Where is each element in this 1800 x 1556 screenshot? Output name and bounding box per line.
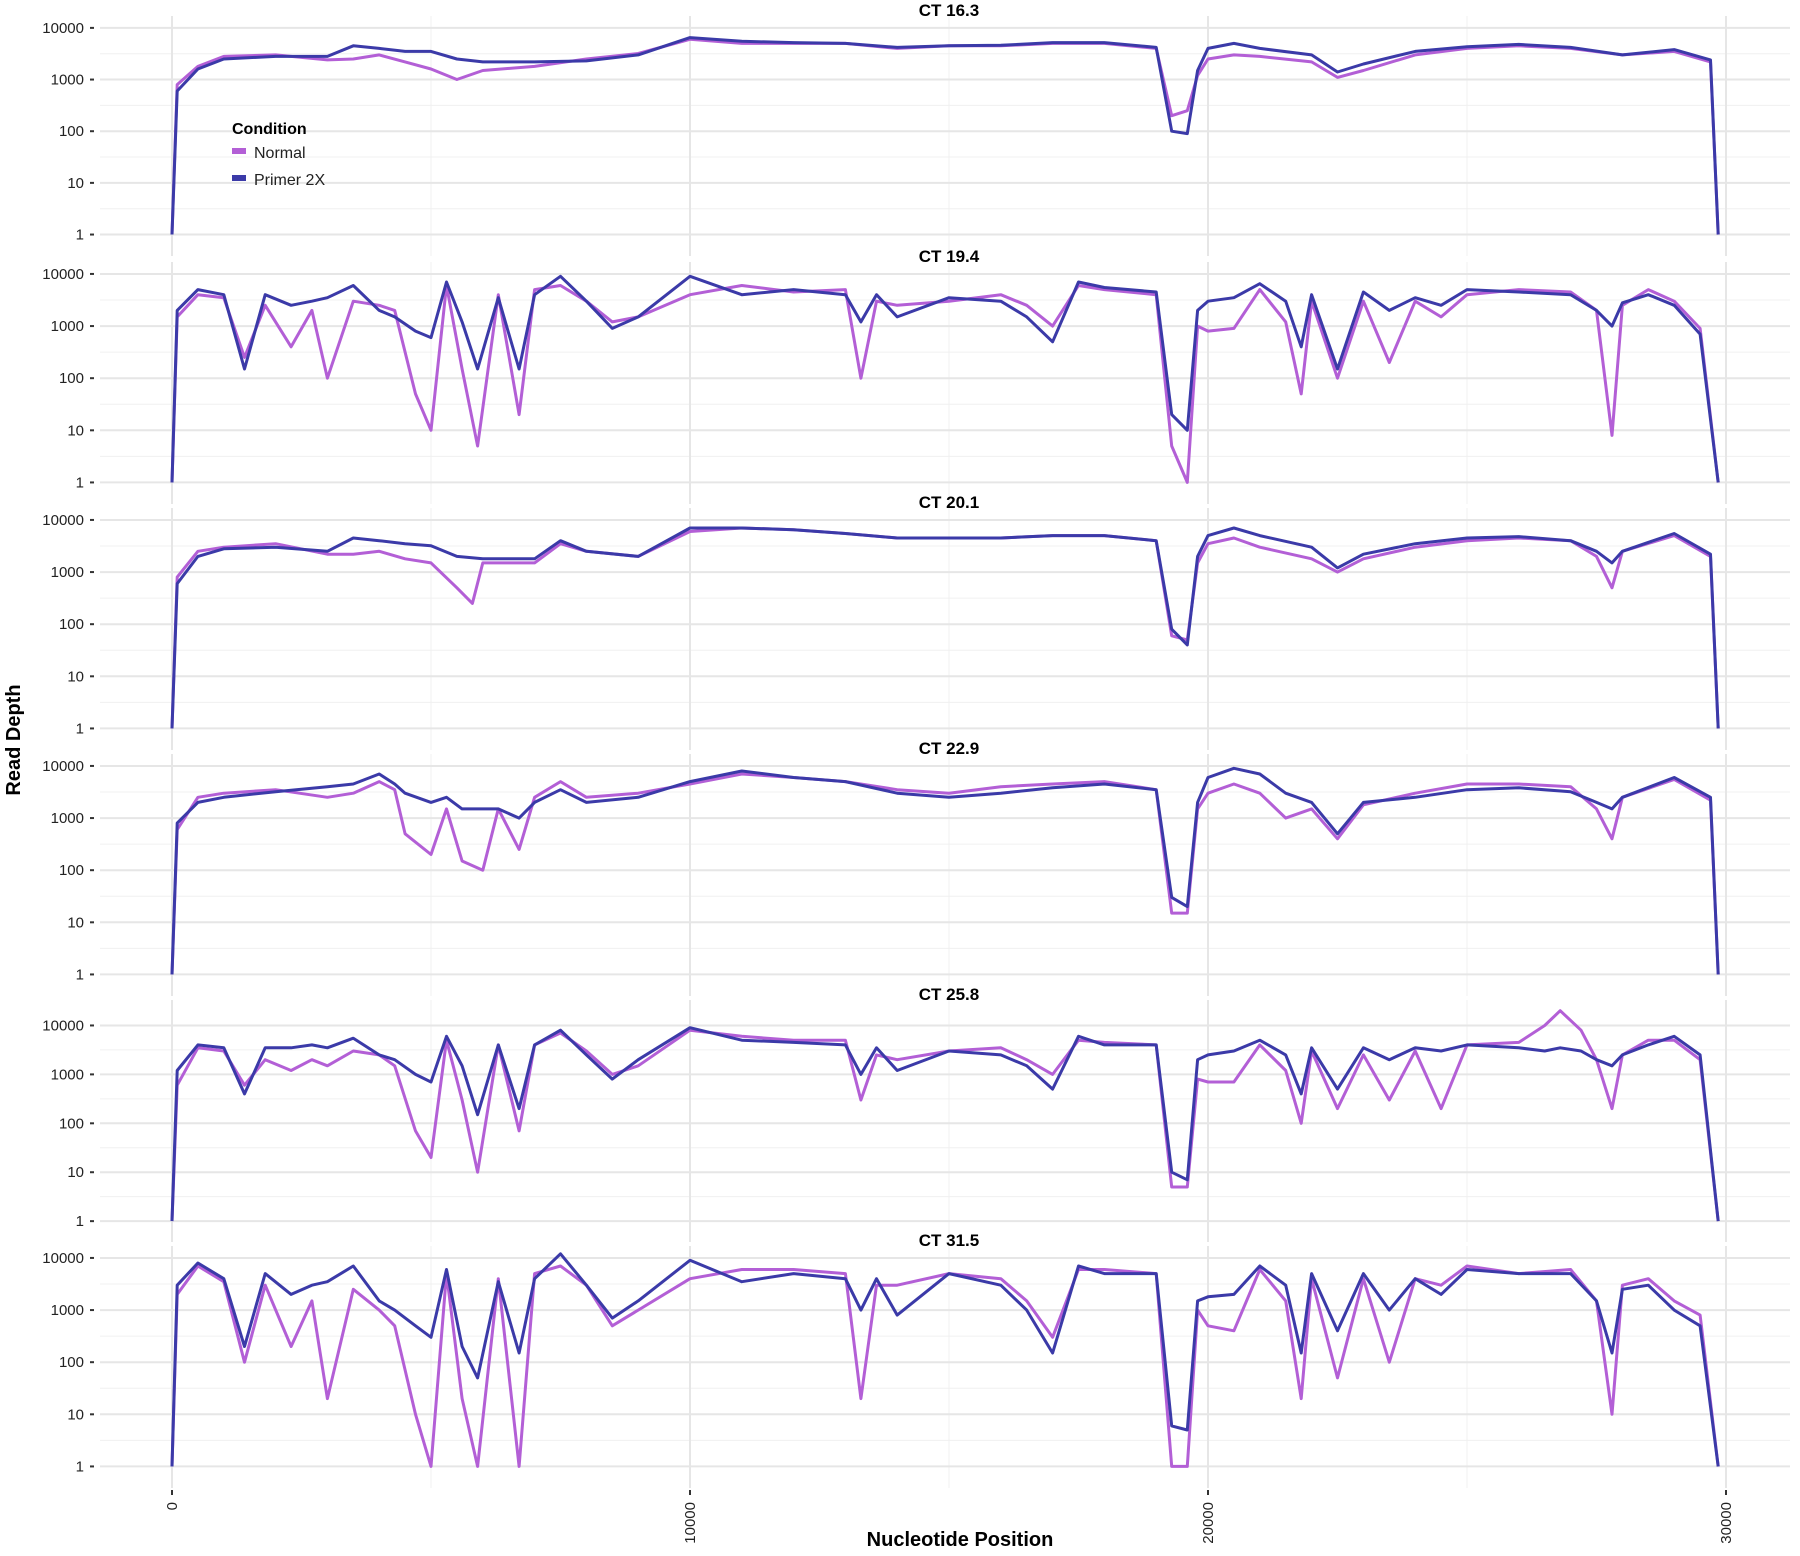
- y-tick-label: 10: [67, 175, 84, 192]
- panel-3: 1 10 100 1000 10000 CT 20.1: [42, 493, 1790, 750]
- y-tick-label: 10: [67, 422, 84, 439]
- y-tick-label: 10000: [42, 20, 84, 37]
- series-line-normal: [170, 1009, 1720, 1222]
- x-tick-label: 20000: [1200, 1502, 1217, 1544]
- panel-title: CT 16.3: [919, 1, 979, 20]
- series-line-normal: [170, 526, 1720, 729]
- panel-title: CT 19.4: [919, 247, 980, 266]
- y-tick-label: 100: [59, 616, 84, 633]
- y-axis-title: Read Depth: [3, 684, 25, 795]
- y-tick-label: 10000: [42, 266, 84, 283]
- legend-label-normal: Normal: [254, 145, 306, 162]
- y-tick-label: 10: [67, 914, 84, 931]
- y-tick-label: 1000: [51, 564, 84, 581]
- chart-panels: 1 10 100 1000 10000 CT 16.3 1 10 100 1000 10000 CT …: [42, 1, 1790, 1488]
- y-tick-label: 10000: [42, 758, 84, 775]
- y-tick-label: 1: [76, 1458, 84, 1475]
- panel-5: 1 10 100 1000 10000 CT 25.8: [42, 985, 1790, 1242]
- y-tick-label: 1: [76, 227, 84, 244]
- series-line-primer-2x: [170, 36, 1720, 235]
- y-tick-label: 100: [59, 862, 84, 879]
- y-tick-label: 1000: [51, 72, 84, 89]
- series-line-normal: [170, 284, 1720, 484]
- x-axis-title: Nucleotide Position: [867, 1529, 1054, 1551]
- y-tick-label: 1: [76, 720, 84, 737]
- series-line-primer-2x: [170, 526, 1720, 729]
- y-tick-label: 100: [59, 123, 84, 140]
- y-tick-label: 10: [67, 1406, 84, 1423]
- panel-title: CT 31.5: [919, 1231, 979, 1250]
- y-tick-label: 10: [67, 1164, 84, 1181]
- y-tick-label: 1000: [51, 1066, 84, 1083]
- series-line-primer-2x: [170, 1026, 1720, 1222]
- legend-label-primer-2x: Primer 2X: [254, 172, 325, 189]
- x-axis-ticks: 0 10000 20000 30000: [164, 1490, 1735, 1544]
- series-line-primer-2x: [170, 1252, 1720, 1467]
- panel-title: CT 20.1: [919, 493, 979, 512]
- panel-4: 1 10 100 1000 10000 CT 22.9: [42, 739, 1790, 996]
- panel-title: CT 22.9: [919, 739, 979, 758]
- y-tick-label: 1000: [51, 318, 84, 335]
- y-tick-label: 100: [59, 1115, 84, 1132]
- y-tick-label: 1: [76, 1213, 84, 1230]
- panel-1: 1 10 100 1000 10000 CT 16.3: [42, 1, 1790, 256]
- legend: Condition Normal Primer 2X: [232, 121, 325, 189]
- y-tick-label: 10000: [42, 512, 84, 529]
- legend-title: Condition: [232, 121, 307, 138]
- legend-swatch-normal: [232, 148, 246, 154]
- x-tick-label: 10000: [682, 1502, 699, 1544]
- y-tick-label: 1: [76, 474, 84, 491]
- y-tick-label: 10000: [42, 1017, 84, 1034]
- series-line-normal: [170, 37, 1720, 235]
- series-line-normal: [170, 1264, 1720, 1468]
- x-tick-label: 30000: [1718, 1502, 1735, 1544]
- panel-title: CT 25.8: [919, 985, 979, 1004]
- y-tick-label: 100: [59, 1354, 84, 1371]
- legend-swatch-primer-2x: [232, 175, 246, 181]
- y-tick-label: 1: [76, 966, 84, 983]
- y-tick-label: 1000: [51, 810, 84, 827]
- x-tick-label: 0: [164, 1502, 181, 1510]
- panel-2: 1 10 100 1000 10000 CT 19.4: [42, 247, 1790, 504]
- y-tick-label: 100: [59, 370, 84, 387]
- y-tick-label: 10: [67, 668, 84, 685]
- series-line-primer-2x: [170, 274, 1720, 483]
- series-line-normal: [170, 772, 1720, 975]
- panel-6: 1 10 100 1000 10000 CT 31.5: [42, 1231, 1790, 1488]
- series-line-primer-2x: [170, 766, 1720, 975]
- y-tick-label: 1000: [51, 1302, 84, 1319]
- y-tick-label: 10000: [42, 1250, 84, 1267]
